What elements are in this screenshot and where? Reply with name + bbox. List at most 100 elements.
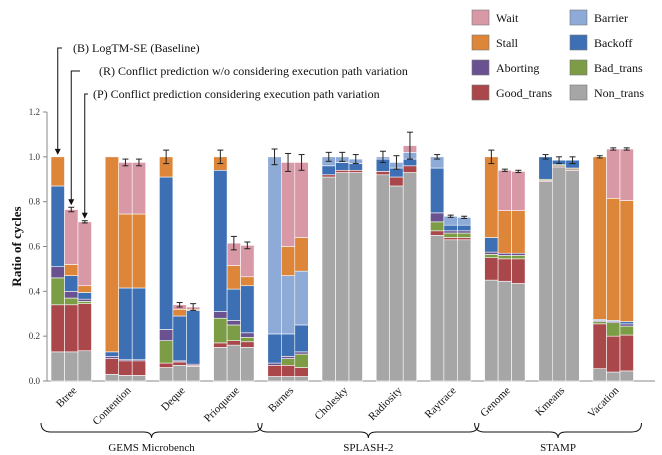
bar-segment-bad-trans [294, 353, 309, 368]
legend-swatch [569, 34, 588, 51]
legend-label: Backoff [594, 36, 632, 50]
bar-segment-non-trans [565, 169, 580, 382]
legend-label: Aborting [496, 61, 539, 75]
bar-segment-backoff [240, 285, 255, 334]
bar-segment-good-trans [118, 360, 133, 376]
bar-segment-aborting [457, 230, 472, 234]
error-bar [122, 158, 129, 167]
bar-segment-wait [511, 171, 526, 211]
legend-swatch [471, 84, 490, 101]
bar-segment-bad-trans [77, 301, 92, 304]
bar-segment-backoff [348, 163, 363, 171]
labels-layer: Btree Contention Deque Prioqueue Barnes Chole… [40, 384, 642, 454]
bar-segment-backoff [50, 185, 65, 267]
bar-segment-non-trans [457, 239, 472, 382]
bar-segment-non-trans [186, 366, 201, 382]
bar-segment-backoff [213, 169, 228, 312]
bar-segment-backoff [118, 287, 133, 361]
x-tick-label: Vacation [586, 384, 622, 420]
bar-segment-backoff [159, 176, 174, 330]
y-tick-label: 0.4 [29, 286, 41, 296]
bar-segment-wait [118, 162, 133, 215]
error-bar [556, 156, 563, 165]
bar-segment-backoff [457, 224, 472, 232]
legend-swatch [569, 84, 588, 101]
error-bar [339, 151, 346, 162]
error-bar [68, 206, 75, 213]
bar-segment-bad-trans [213, 317, 228, 344]
annotation-leader-line [57, 47, 62, 150]
bar-segment-non-trans [430, 234, 445, 382]
error-bar [515, 169, 522, 174]
error-bar [501, 168, 508, 172]
bar-segment-good-trans [375, 171, 391, 176]
bar-segment-wait [131, 162, 146, 215]
bar-segment-bad-trans [226, 324, 241, 341]
y-tick-label: 0.8 [29, 197, 41, 207]
bar-segment-bad-trans [497, 255, 512, 260]
bar-segment-backoff [172, 315, 187, 362]
bar-segment-non-trans [592, 368, 607, 382]
annotation-leader-line [70, 70, 80, 201]
legend-item-barrier: Barrier [569, 9, 628, 26]
bar-segment-bad-trans [50, 277, 65, 306]
bar-segment-backoff [226, 288, 241, 321]
legend-label: Good_trans [496, 86, 552, 100]
error-bar [285, 152, 292, 172]
bar-segment-non-trans [50, 351, 65, 382]
bar-segment-bad-trans [443, 232, 458, 238]
bar-segment-good-trans [443, 237, 458, 241]
error-bar [461, 215, 468, 219]
error-bar [81, 220, 88, 224]
bar-segment-good-trans [511, 258, 526, 284]
bar-segment-bad-trans [240, 336, 255, 343]
bar-segment-backoff [104, 351, 119, 357]
y-tick-label: 1.0 [29, 152, 41, 162]
bar-segment-non-trans [159, 367, 174, 382]
bar-segment-non-trans [294, 376, 309, 382]
annotation-b: (B) LogTM-SE (Baseline) [54, 41, 200, 155]
x-tick-label: Barnes [266, 385, 296, 415]
x-tick-label: Genome [478, 385, 513, 420]
legend-label: Non_trans [594, 86, 644, 100]
bar-segment-good-trans [77, 303, 92, 352]
bar-segment-stall [606, 198, 621, 321]
bar-segment-backoff [402, 158, 418, 167]
bar-segment-non-trans [213, 347, 228, 382]
error-bar [176, 302, 183, 308]
bar-segment-aborting [240, 332, 255, 338]
error-bar [488, 149, 495, 165]
bar-segment-good-trans [348, 169, 363, 173]
y-tick-label: 0.6 [29, 242, 41, 252]
annotations: (B) LogTM-SE (Baseline) (R) Conflict pred… [54, 41, 408, 219]
bar-segment-good-trans [159, 362, 174, 368]
bar-segment-aborting [497, 252, 512, 256]
bar-segment-barrier [294, 270, 309, 326]
bar-segment-non-trans [131, 375, 146, 382]
x-tick-label: Radiosity [366, 384, 405, 423]
legend-item-backoff: Backoff [569, 34, 632, 51]
bar-segment-non-trans [551, 166, 567, 382]
bar-segment-aborting [443, 230, 458, 234]
y-axis-label: Ratio of cycles [9, 206, 24, 286]
bar-segment-barrier [267, 156, 282, 335]
bar-segment-non-trans [77, 350, 92, 382]
bar-segment-backoff [430, 167, 445, 214]
bar-segment-aborting [50, 266, 65, 279]
bar-segment-non-trans [348, 172, 363, 382]
y-tick-label: 0.0 [29, 376, 41, 386]
annotation-arrowhead [68, 199, 75, 206]
bar-segment-good-trans [172, 361, 187, 366]
group-brace [257, 422, 480, 439]
bar-segment-non-trans [240, 347, 255, 382]
legend-item-bad-trans: Bad_trans [569, 59, 643, 76]
bar-segment-wait [240, 245, 255, 278]
annotation-p: (P) Conflict prediction considering exec… [81, 87, 380, 219]
bar-segment-backoff [267, 333, 282, 364]
bar-segment-non-trans [484, 279, 499, 382]
bar-segment-wait [77, 221, 92, 287]
bar-segment-aborting [511, 252, 526, 256]
bar-segment-non-trans [619, 370, 634, 382]
error-bar [271, 148, 278, 166]
